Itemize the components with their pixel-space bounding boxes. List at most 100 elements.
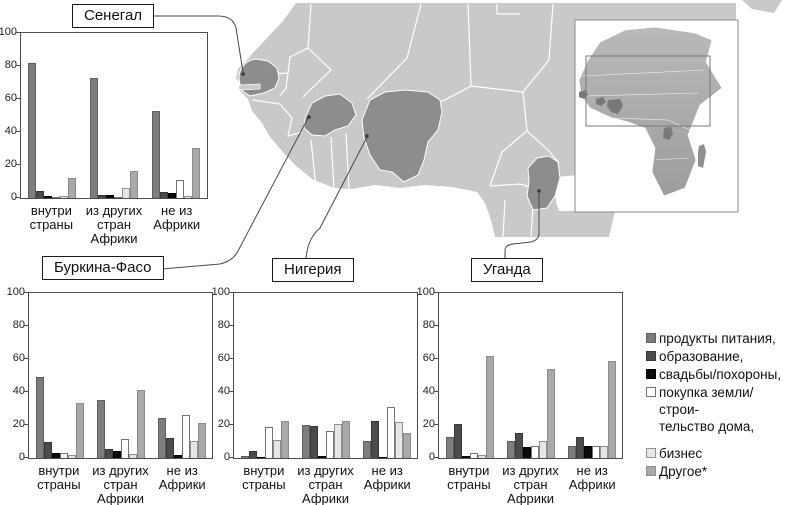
x-categories: внутри страны из других стран Африки не из… <box>233 464 418 505</box>
y-axis: 0 20 40 60 80 100 <box>0 26 17 203</box>
arabia-fragment <box>742 0 782 13</box>
bar-series-6 <box>280 421 289 458</box>
legend-label: бизнес <box>659 446 703 461</box>
country-label-uganda: Уганда <box>471 258 543 282</box>
bar-series-2 <box>165 438 174 458</box>
bar-series-2 <box>514 433 523 458</box>
bar-series-3 <box>378 457 387 458</box>
bar-series-2 <box>104 449 113 458</box>
legend-swatch-icon <box>646 369 656 379</box>
bar-series-1 <box>35 377 44 458</box>
bar-series-2 <box>309 426 318 458</box>
x-categories: внутри страны из других стран Африки не из… <box>28 464 213 505</box>
callout-nigeria <box>305 136 368 259</box>
legend-label: Другое* <box>659 464 708 479</box>
bar-series-6 <box>197 423 206 458</box>
y-tick-mark <box>229 391 233 392</box>
inset-burkina-faso <box>596 97 606 106</box>
bar-series-6 <box>546 369 555 458</box>
y-tick-label: 0 <box>10 191 17 203</box>
bar-series-4 <box>52 197 60 198</box>
chart-burkina-faso: 0 20 40 60 80 100 внутри страны из других стра… <box>7 286 213 505</box>
bar-series-5 <box>67 455 76 458</box>
legend-label: покупка земли/строи- тельство дома, <box>659 385 755 434</box>
y-tick-label: 20 <box>4 158 17 170</box>
bar-series-1 <box>567 446 576 458</box>
plot-area <box>229 292 418 459</box>
y-tick-mark <box>16 32 20 33</box>
y-tick-label: 0 <box>223 451 230 463</box>
y-tick-mark <box>24 292 28 293</box>
y-tick-mark <box>434 292 438 293</box>
y-tick-mark <box>16 164 20 165</box>
bar-series-4 <box>176 180 184 198</box>
bar-group <box>500 293 561 458</box>
bar-series-6 <box>130 171 138 198</box>
x-category-label: из других стран Африки <box>297 463 354 505</box>
bar-series-1 <box>96 400 105 458</box>
country-nigeria <box>361 89 443 183</box>
bar-group <box>151 293 212 458</box>
inset-madagascar <box>698 144 706 168</box>
bar-series-5 <box>128 454 137 458</box>
bar-series-1 <box>90 78 98 198</box>
x-category-label: внутри страны <box>242 463 286 492</box>
bar-series-2 <box>370 421 379 458</box>
y-tick-label: 40 <box>12 385 25 397</box>
x-category-label: из других стран Африки <box>92 463 149 505</box>
y-tick-mark <box>434 325 438 326</box>
legend-item: покупка земли/строи- тельство дома, <box>646 384 788 435</box>
callout-burkina-faso <box>149 117 309 271</box>
x-category-label: из других стран Африки <box>502 463 559 505</box>
legend-swatch-icon <box>646 387 656 397</box>
bar-series-5 <box>272 440 281 458</box>
y-tick-mark <box>24 457 28 458</box>
bar-group <box>29 293 90 458</box>
y-tick-label: 80 <box>12 319 25 331</box>
y-tick-label: 80 <box>422 319 435 331</box>
bar-group <box>145 33 207 198</box>
gambia-notch <box>238 83 261 91</box>
bar-series-3 <box>461 456 470 458</box>
bar-series-5 <box>333 424 342 458</box>
bar-series-6 <box>402 433 411 458</box>
bar-series-6 <box>341 421 350 458</box>
plot-area <box>434 292 623 459</box>
callout-uganda <box>504 192 540 258</box>
x-categories: внутри страны из других стран Африки не из… <box>20 204 208 246</box>
legend-label: продукты питания, <box>659 331 776 346</box>
bar-series-2 <box>98 195 106 198</box>
bar-series-1 <box>152 111 160 198</box>
country-uganda <box>526 155 561 211</box>
africa-inset <box>574 19 739 213</box>
x-category-label: не из Африки <box>158 463 206 492</box>
bar-series-5 <box>60 196 68 198</box>
bar-group <box>234 293 295 458</box>
legend-item: свадьбы/похороны, <box>646 366 788 383</box>
bar-series-6 <box>485 356 494 458</box>
bar-series-6 <box>136 390 145 458</box>
bar-series-4 <box>325 431 334 458</box>
bar-series-3 <box>317 456 326 458</box>
inset-uganda <box>663 127 673 140</box>
y-tick-label: 40 <box>422 385 435 397</box>
x-category-label: не из Африки <box>363 463 411 492</box>
bar-series-4 <box>591 446 600 458</box>
bar-series-4 <box>120 439 129 458</box>
bar-series-2 <box>248 451 257 458</box>
y-tick-mark <box>229 424 233 425</box>
x-category-label: внутри страны <box>447 463 491 492</box>
y-axis: 0 20 40 60 80 100 <box>209 286 230 463</box>
legend-item: Другое* <box>646 463 788 480</box>
x-category-label: внутри страны <box>37 463 81 492</box>
bar-series-1 <box>240 456 249 458</box>
bar-series-5 <box>538 441 547 458</box>
bar-series-3 <box>51 453 60 458</box>
bar-series-3 <box>106 195 114 198</box>
legend-swatch-icon <box>646 333 656 343</box>
bar-series-4 <box>530 446 539 458</box>
y-tick-label: 100 <box>6 286 25 298</box>
bar-series-4 <box>181 415 190 458</box>
y-tick-label: 80 <box>217 319 230 331</box>
